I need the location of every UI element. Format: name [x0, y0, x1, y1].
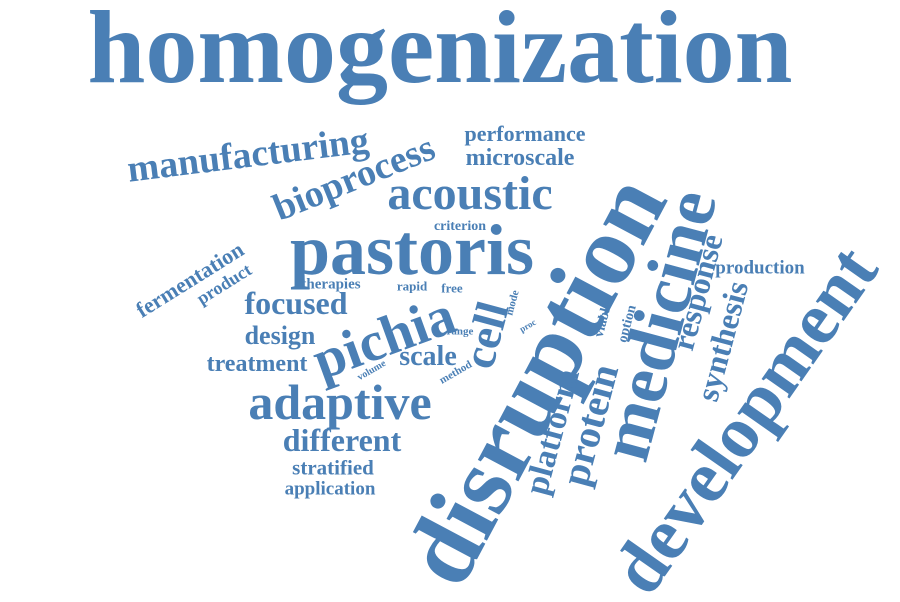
- word-acoustic: acoustic: [387, 167, 553, 220]
- word-range: range: [446, 325, 474, 338]
- word-production: production: [715, 257, 805, 279]
- word-design: design: [244, 321, 316, 350]
- word-microscale: microscale: [465, 145, 575, 171]
- word-treatment: treatment: [206, 351, 308, 377]
- word-homogenization: homogenization: [87, 0, 793, 105]
- word-free: free: [441, 280, 463, 296]
- word-rapid: rapid: [396, 278, 428, 294]
- word-focused: focused: [244, 285, 348, 321]
- word-adaptive: adaptive: [248, 374, 432, 430]
- word-therapies: therapies: [301, 276, 361, 293]
- word-performance: performance: [464, 121, 586, 146]
- word-criterion: criterion: [433, 219, 487, 234]
- word-scale: scale: [399, 341, 457, 372]
- word-pastoris: pastoris: [289, 210, 535, 290]
- word-different: different: [282, 422, 402, 458]
- word-stratified: stratified: [292, 455, 374, 480]
- word-application: application: [284, 478, 376, 500]
